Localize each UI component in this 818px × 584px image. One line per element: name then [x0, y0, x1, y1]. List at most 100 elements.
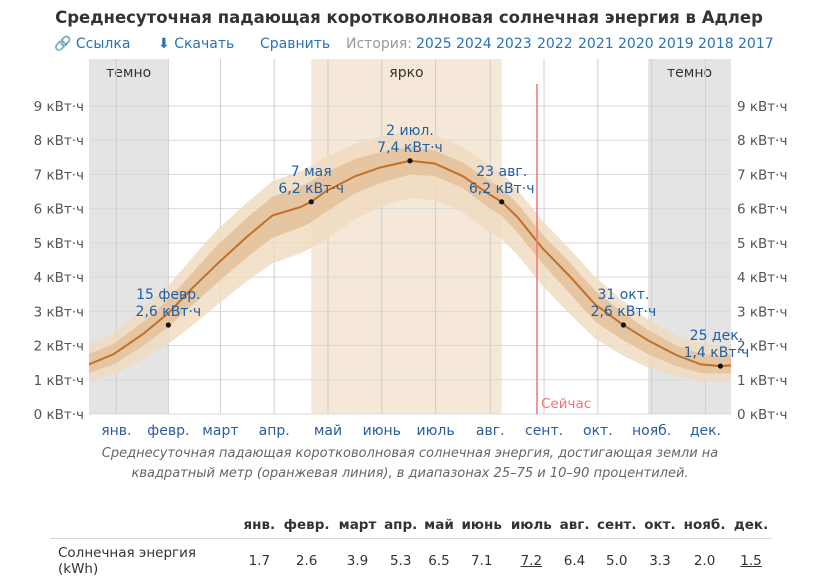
table-header-sep: сент. — [597, 517, 637, 533]
annotation-point-5 — [717, 363, 724, 369]
y-tick-left-5: 5 кВт·ч — [34, 236, 84, 252]
table-cell-apr: 5.3 — [380, 538, 421, 583]
download-icon: ⬇ — [158, 36, 170, 52]
annotation-date-4: 31 окт. — [597, 287, 649, 303]
year-2019-link[interactable]: 2019 — [658, 36, 694, 52]
table-header-jun: июнь — [461, 517, 502, 533]
year-2023-link[interactable]: 2023 — [496, 36, 532, 52]
x-tick-label-10: нояб. — [632, 423, 671, 439]
x-tick-label-5: июнь — [363, 423, 401, 439]
link-icon: 🔗 — [54, 36, 72, 52]
chart-title: Среднесуточная падающая коротковолновая … — [55, 8, 763, 27]
annotation-point-4 — [620, 322, 627, 328]
table-cell-nov: 2.0 — [679, 538, 731, 583]
table-header-empty — [50, 512, 240, 539]
year-2025-link[interactable]: 2025 — [416, 36, 452, 52]
region-label-dark-2: темно — [667, 65, 712, 81]
annotation-point-1 — [308, 199, 314, 205]
region-bright-1 — [311, 59, 502, 414]
annotation-date-0: 15 февр. — [136, 287, 200, 303]
table-cell-feb: 2.6 — [278, 538, 335, 583]
now-label: Сейчас — [541, 396, 591, 412]
x-tick-label-6: июль — [417, 423, 455, 439]
year-2020-link[interactable]: 2020 — [618, 36, 654, 52]
annotation-value-3: 6,2 кВт·ч — [469, 181, 535, 197]
annotation-value-0: 2,6 кВт·ч — [136, 304, 202, 320]
table-cell-sep: 5.0 — [592, 538, 641, 583]
year-2018-link[interactable]: 2018 — [698, 36, 734, 52]
table-header-feb: февр. — [283, 517, 330, 533]
annotation-value-1: 6,2 кВт·ч — [278, 181, 344, 197]
y-tick-left-1: 1 кВт·ч — [34, 373, 84, 389]
x-tick-label-2: март — [202, 423, 238, 439]
y-tick-right-4: 4 кВт·ч — [737, 270, 787, 286]
x-tick-label-8: сент. — [525, 423, 563, 439]
table-cell-jun: 7.1 — [457, 538, 507, 583]
x-tick-label-11: дек. — [690, 423, 721, 439]
y-tick-left-3: 3 кВт·ч — [34, 304, 84, 320]
year-2024-link[interactable]: 2024 — [456, 36, 492, 52]
annotation-point-3 — [499, 199, 505, 205]
link-label: Ссылка — [75, 36, 131, 52]
y-tick-right-3: 3 кВт·ч — [737, 304, 787, 320]
x-tick-label-9: окт. — [583, 423, 613, 439]
region-label-dark-0: темно — [106, 65, 151, 81]
y-tick-left-7: 7 кВт·ч — [34, 167, 84, 183]
table-header-nov: нояб. — [683, 517, 726, 533]
annotation-date-2: 2 июл. — [386, 123, 434, 139]
y-tick-right-2: 2 кВт·ч — [737, 339, 787, 355]
table-header-apr: апр. — [384, 517, 418, 533]
y-tick-right-6: 6 кВт·ч — [737, 202, 787, 218]
table-cell-aug: 6.4 — [556, 538, 593, 583]
y-tick-left-6: 6 кВт·ч — [34, 202, 84, 218]
y-tick-left-4: 4 кВт·ч — [34, 270, 84, 286]
x-tick-label-0: янв. — [101, 423, 131, 439]
table-header-may: май — [424, 517, 454, 533]
x-tick-label-4: май — [314, 423, 342, 439]
year-2022-link[interactable]: 2022 — [537, 36, 573, 52]
y-tick-right-8: 8 кВт·ч — [737, 133, 787, 149]
monthly-summary-table: янв. февр. март апр. май июнь июль авг. … — [50, 512, 772, 583]
x-tick-label-7: авг. — [476, 423, 505, 439]
table-header-mar: март — [338, 517, 377, 533]
table-header-oct: окт. — [644, 517, 676, 533]
table-cell-may: 6.5 — [420, 538, 458, 583]
year-2021-link[interactable]: 2021 — [578, 36, 614, 52]
annotation-value-4: 2,6 кВт·ч — [591, 304, 657, 320]
table-row: Солнечная энергия (kWh) 1.7 2.6 3.9 5.3 … — [50, 538, 772, 583]
chart-caption: Среднесуточная падающая коротковолновая … — [101, 446, 719, 481]
download-button[interactable]: ⬇ Скачать — [158, 36, 234, 52]
region-label-bright-1: ярко — [389, 65, 423, 81]
table-header-jan: янв. — [243, 517, 276, 533]
table-header-aug: авг. — [559, 517, 590, 533]
annotation-date-1: 7 мая — [291, 164, 332, 180]
table-cell-jan: 1.7 — [240, 538, 279, 583]
y-tick-right-7: 7 кВт·ч — [737, 167, 787, 183]
table-cell-dec: 1.5 — [730, 538, 772, 583]
annotation-point-0 — [165, 322, 171, 328]
table-header-jul: июль — [510, 517, 552, 533]
y-tick-right-1: 1 кВт·ч — [737, 373, 787, 389]
compare-button[interactable]: Сравнить — [260, 36, 331, 52]
y-tick-right-9: 9 кВт·ч — [737, 99, 787, 115]
table-row-label: Солнечная энергия (kWh) — [50, 538, 240, 583]
annotation-point-2 — [407, 158, 413, 164]
y-tick-left-0: 0 кВт·ч — [34, 407, 84, 423]
annotation-date-3: 23 авг. — [476, 164, 527, 180]
y-tick-left-8: 8 кВт·ч — [34, 133, 84, 149]
table-header-dec: дек. — [733, 517, 769, 533]
solar-energy-chart: темно ярко темно 0 кВт·ч 0 кВт·ч 1 кВт·ч 1 кВт… — [34, 59, 787, 439]
table-cell-mar: 3.9 — [334, 538, 381, 583]
history-label: История: — [346, 36, 413, 52]
median-line — [88, 159, 732, 368]
y-tick-left-9: 9 кВт·ч — [34, 99, 84, 115]
table-cell-jul: 7.2 — [506, 538, 557, 583]
table-cell-oct: 3.3 — [640, 538, 680, 583]
link-button[interactable]: 🔗 Ссылка — [54, 36, 130, 52]
annotation-date-5: 25 дек. — [690, 328, 743, 344]
table-header-row: янв. февр. март апр. май июнь июль авг. … — [50, 512, 772, 539]
x-tick-label-3: апр. — [259, 423, 290, 439]
annotation-value-2: 7,4 кВт·ч — [377, 140, 443, 156]
year-2017-link[interactable]: 2017 — [738, 36, 774, 52]
y-tick-left-2: 2 кВт·ч — [34, 339, 84, 355]
